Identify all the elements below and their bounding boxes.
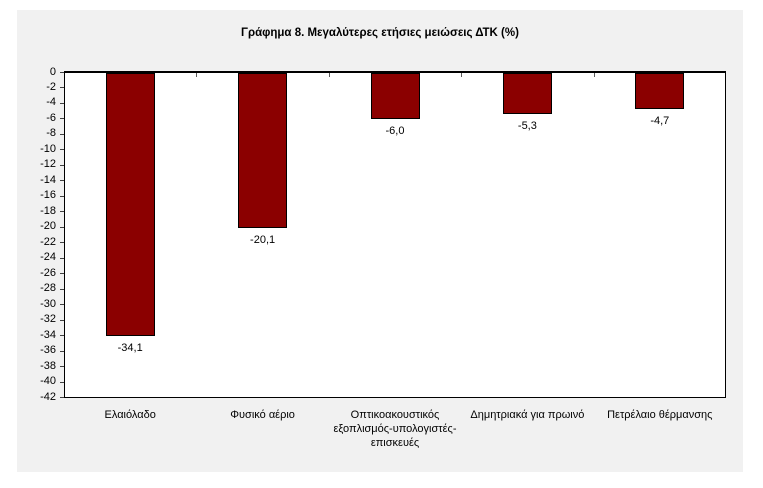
- y-axis-tick-label: -14: [40, 173, 56, 186]
- y-axis-tick-label: -36: [40, 344, 56, 357]
- y-axis-tick-mark: [60, 288, 64, 290]
- y-axis-tick-mark: [60, 133, 64, 135]
- bar: [105, 73, 155, 337]
- chart-container: Γράφημα 8. Μεγαλύτερες ετήσιες μειώσεις …: [17, 10, 743, 472]
- y-axis-tick-mark: [60, 226, 64, 228]
- y-axis-tick-label: 0: [49, 65, 56, 78]
- y-axis-tick-label: -38: [40, 359, 56, 372]
- x-axis-category-label: Φυσικό αέριο: [230, 409, 295, 421]
- bar: [370, 73, 420, 120]
- y-axis-tick-label: -18: [40, 204, 56, 217]
- y-axis-tick-mark: [60, 257, 64, 259]
- y-axis-tick-label: -22: [40, 235, 56, 248]
- y-axis-tick-mark: [60, 180, 64, 182]
- y-axis-tick-mark: [60, 149, 64, 151]
- y-axis-tick-mark: [60, 335, 64, 337]
- category-tick-mark: [593, 73, 595, 77]
- category-tick-mark: [196, 73, 198, 77]
- chart-title: Γράφημα 8. Μεγαλύτερες ετήσιες μειώσεις …: [241, 27, 519, 39]
- x-axis-category-label: Ελαιόλαδο: [104, 409, 156, 421]
- y-axis-tick-mark: [60, 273, 64, 275]
- y-axis-tick-label: -2: [46, 80, 56, 93]
- y-axis-tick-mark: [60, 304, 64, 306]
- y-axis-tick-mark: [60, 72, 64, 73]
- y-axis-tick-mark: [60, 102, 64, 104]
- y-axis-tick-label: -40: [40, 375, 56, 388]
- y-axis-tick-label: -24: [40, 251, 56, 264]
- y-axis-tick-mark: [60, 319, 64, 321]
- bar: [635, 73, 685, 110]
- y-axis-tick-mark: [60, 366, 64, 368]
- bar: [502, 73, 552, 114]
- y-axis-tick-mark: [60, 164, 64, 166]
- x-axis-category-label: Οπτικοακουστικός εξοπλισμός-υπολογιστές-…: [333, 409, 457, 449]
- y-axis-tick-mark: [60, 397, 64, 398]
- bar-value-label: -20,1: [250, 234, 276, 247]
- bar-value-label: -4,7: [650, 115, 670, 128]
- x-axis-category-label: Δημητριακά για πρωινό: [470, 409, 585, 421]
- y-axis-tick-label: -10: [40, 142, 56, 155]
- y-axis-tick-label: -26: [40, 266, 56, 279]
- bar-value-label: -34,1: [117, 342, 143, 355]
- y-axis-tick-mark: [60, 195, 64, 197]
- y-axis-tick-label: -30: [40, 297, 56, 310]
- y-axis-tick-mark: [60, 211, 64, 213]
- y-axis-tick-label: -8: [46, 127, 56, 140]
- y-axis-tick-label: -12: [40, 158, 56, 171]
- y-axis-tick-mark: [60, 350, 64, 352]
- plot-area: [64, 71, 726, 398]
- y-axis-tick-label: -20: [40, 220, 56, 233]
- bar-value-label: -6,0: [385, 125, 405, 138]
- category-tick-mark: [461, 73, 463, 77]
- bar: [238, 73, 288, 229]
- y-axis-tick-mark: [60, 381, 64, 383]
- y-axis-tick-label: -6: [46, 111, 56, 124]
- y-axis-tick-label: -32: [40, 313, 56, 326]
- y-axis-tick-label: -28: [40, 282, 56, 295]
- y-axis-tick-label: -34: [40, 328, 56, 341]
- x-axis-category-label: Πετρέλαιο θέρμανσης: [607, 409, 713, 421]
- y-axis-tick-mark: [60, 118, 64, 120]
- bar-value-label: -5,3: [517, 119, 537, 132]
- y-axis-tick-label: -42: [40, 390, 56, 403]
- y-axis-tick-mark: [60, 242, 64, 244]
- category-tick-mark: [328, 73, 330, 77]
- y-axis-tick-mark: [60, 87, 64, 89]
- y-axis-tick-label: -4: [46, 96, 56, 109]
- y-axis-tick-label: -16: [40, 189, 56, 202]
